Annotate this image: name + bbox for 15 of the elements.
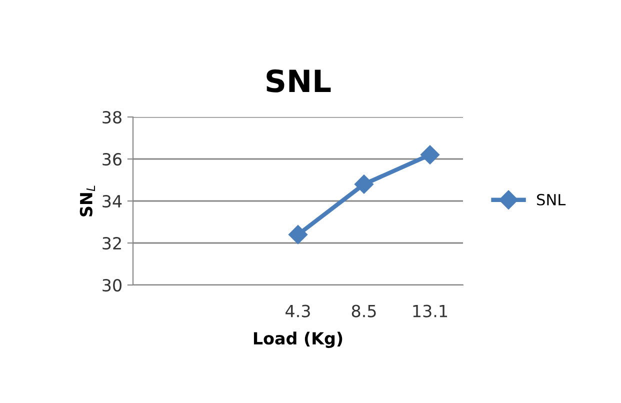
x-tick-label: 8.5 bbox=[352, 304, 376, 318]
x-tick-label: 13.1 bbox=[413, 304, 448, 318]
y-tick-label: 38 bbox=[102, 110, 122, 124]
point bbox=[420, 145, 440, 164]
point bbox=[288, 225, 308, 244]
legend-label: SNL bbox=[537, 194, 566, 206]
point bbox=[354, 174, 374, 194]
y-tick-label: 32 bbox=[102, 236, 121, 250]
y-axis-title: SN$_{L}$ bbox=[80, 186, 95, 216]
y-tick-label: 36 bbox=[102, 152, 122, 166]
y-tick-label: 30 bbox=[102, 278, 122, 292]
y-tick-label: 34 bbox=[102, 194, 122, 208]
x-tick-label: 4.3 bbox=[286, 304, 310, 318]
x-axis-title: Load (Kg) bbox=[254, 332, 342, 348]
chart-title: SNL bbox=[266, 69, 331, 92]
